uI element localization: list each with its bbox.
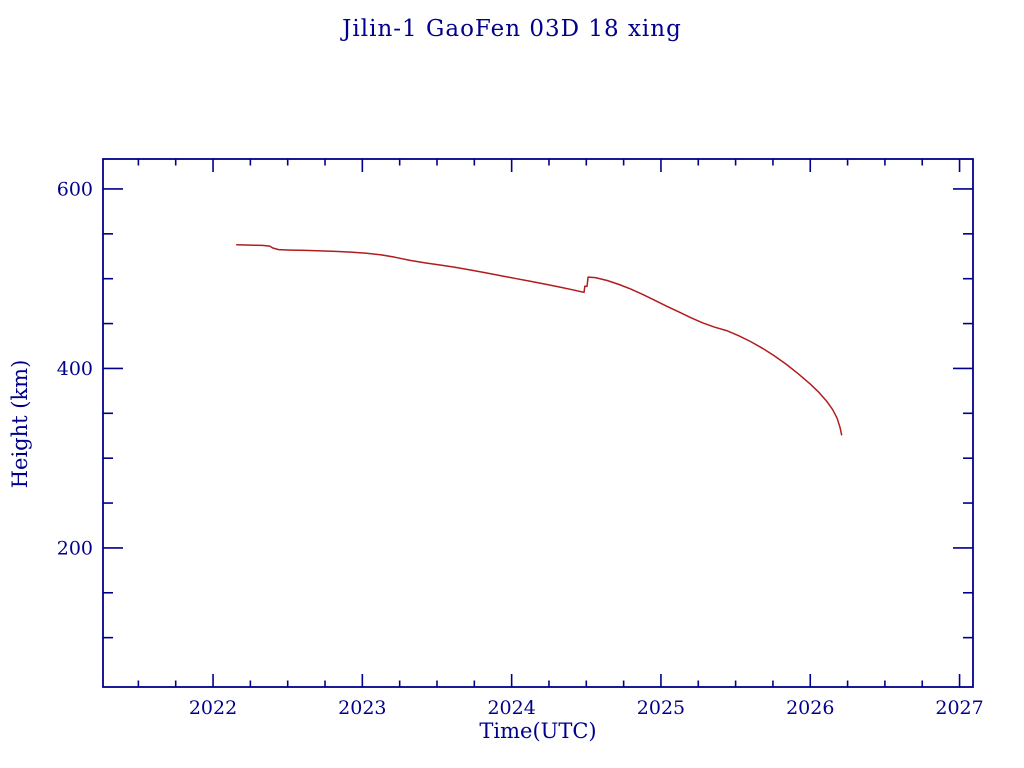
chart-title: Jilin-1 GaoFen 03D 18 xing <box>342 16 682 42</box>
y-axis-title: Height (km) <box>8 359 32 489</box>
x-tick-label: 2022 <box>189 697 237 719</box>
x-tick-label: 2026 <box>786 697 834 719</box>
x-tick-label: 2023 <box>338 697 386 719</box>
y-tick-label: 400 <box>57 358 93 380</box>
x-tick-label: 2024 <box>487 697 535 719</box>
y-tick-label: 600 <box>57 178 93 200</box>
x-tick-label: 2027 <box>935 697 983 719</box>
x-tick-label: 2025 <box>637 697 685 719</box>
y-tick-label: 200 <box>57 537 93 559</box>
decay-curve <box>236 243 843 436</box>
plot-border <box>102 158 974 688</box>
x-axis-title: Time(UTC) <box>479 719 597 743</box>
